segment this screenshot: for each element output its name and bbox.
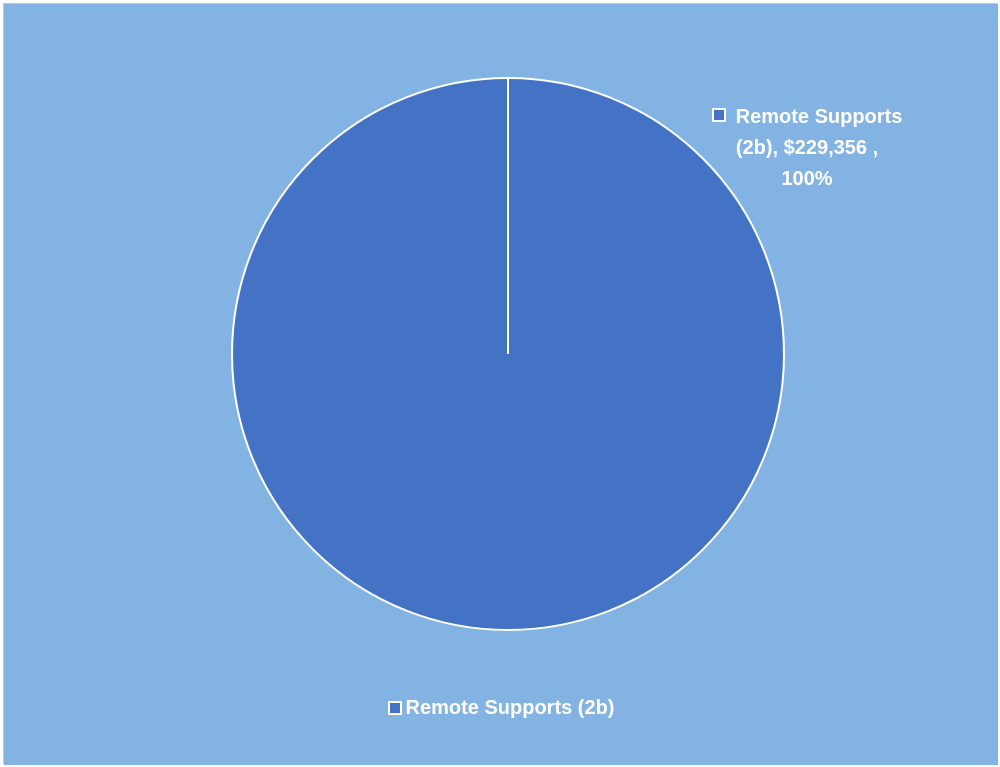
data-label-swatch [711,108,726,122]
pie-chart [4,4,998,765]
data-label-category: Remote Supports [735,106,903,128]
data-label-line-1: Remote Supports [676,102,938,133]
chart-area: Remote Supports (2b), $229,356 , 100% Re… [3,3,998,765]
pie-slices [231,77,785,631]
legend-label: Remote Supports (2b) [405,697,615,719]
legend: Remote Supports (2b) [4,696,998,721]
data-label-line-2: (2b), $229,356 , [735,137,879,159]
slice-data-label: Remote Supports (2b), $229,356 , 100% [676,102,938,195]
data-label-line-3: 100% [781,168,833,190]
legend-item: Remote Supports (2b) [387,696,615,720]
legend-swatch [387,701,402,715]
